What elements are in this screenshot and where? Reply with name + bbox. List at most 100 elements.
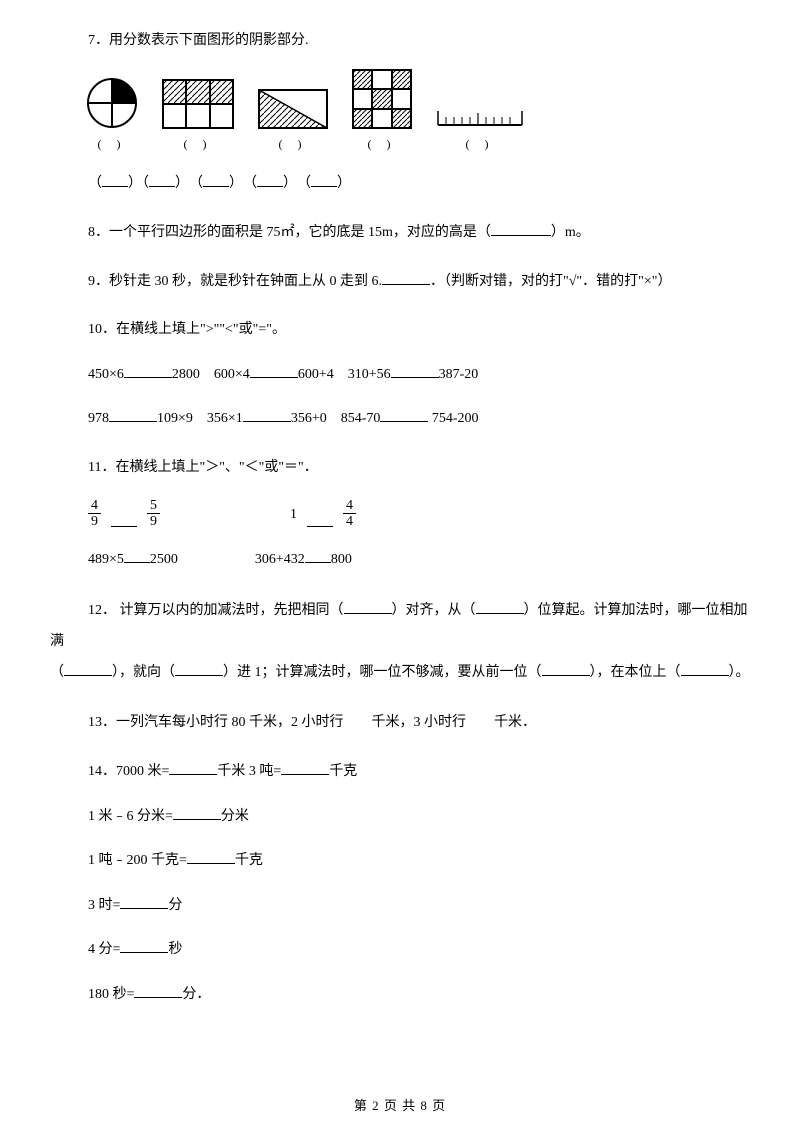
fig-circle-caption: ( ) — [86, 133, 138, 156]
q11-b3[interactable] — [124, 549, 150, 563]
q7-blank-4[interactable] — [257, 173, 283, 187]
q12-b5[interactable] — [542, 662, 590, 676]
fig-grid2-caption: ( ) — [352, 133, 412, 156]
q11-2b: 2500 — [150, 552, 178, 567]
q10-1b: 2800 — [172, 367, 200, 382]
q14-b5[interactable] — [134, 984, 182, 998]
q13-c: 千米． — [494, 715, 536, 730]
q7-blank-5[interactable] — [311, 173, 337, 187]
q12-b4[interactable] — [175, 662, 223, 676]
question-10: 10．在横线上填上">""<"或"="。 450×6 2800 600×4 600+… — [50, 317, 750, 433]
grid2-icon — [352, 69, 412, 129]
q10-2e: 854-70 — [341, 411, 381, 426]
ruler-icon — [436, 105, 524, 129]
fig-grid1: ( ) — [162, 79, 234, 156]
q11-one: 1 — [290, 502, 297, 529]
q10-b4[interactable] — [109, 408, 157, 422]
question-9: 9．秒针走 30 秒，就是秒针在钟面上从 0 走到 6. ．（判断对错，对的打"√… — [50, 269, 750, 296]
q12-b2[interactable] — [476, 600, 524, 614]
q10-1a: 450×6 — [88, 367, 124, 382]
q14-b4[interactable] — [120, 939, 168, 953]
q11-label: 11． — [88, 460, 115, 475]
q14-line-2: 1 吨﹣200 千克=千克 — [50, 848, 750, 875]
q14-b2[interactable] — [187, 850, 235, 864]
q12-p2a: （ — [50, 665, 64, 680]
q14-line-0: 14．7000 米= 千米 3 吨= 千克 — [50, 759, 750, 786]
q14-0-unit: 千米 3 吨= — [217, 764, 281, 779]
q10-line1: 450×62800 600×4600+4 310+56387-20 — [50, 362, 750, 389]
question-12: 12． 计算万以内的加减法时，先把相同（）对齐，从（）位算起。计算加法时，哪一位… — [50, 596, 750, 688]
q12-p2e: ）。 — [729, 665, 750, 680]
q14-0-pre: 7000 米= — [116, 764, 169, 779]
q8-label: 8． — [88, 225, 109, 240]
fig-ruler: ( ) — [436, 105, 524, 156]
q12-b3[interactable] — [64, 662, 112, 676]
q14-line-4: 4 分=秒 — [50, 937, 750, 964]
q14-b0[interactable] — [169, 761, 217, 775]
q7-blank-3[interactable] — [203, 173, 229, 187]
q14-0-unit2: 千克 — [329, 764, 357, 779]
q10-b1[interactable] — [124, 364, 172, 378]
q10-label: 10． — [88, 322, 116, 337]
question-13: 13．一列汽车每小时行 80 千米，2 小时行 千米，3 小时行 千米． — [50, 710, 750, 737]
question-14: 14．7000 米= 千米 3 吨= 千克 1 米﹣6 分米=分米 1 吨﹣200 … — [50, 759, 750, 1009]
q14-line-5: 180 秒=分． — [50, 982, 750, 1009]
q8-text-b: ）m。 — [551, 225, 590, 240]
q7-blank-2[interactable] — [149, 173, 175, 187]
q10-b3[interactable] — [391, 364, 439, 378]
q9-text-a: 秒针走 30 秒，就是秒针在钟面上从 0 走到 6. — [109, 274, 382, 289]
q10-1f: 387-20 — [439, 367, 479, 382]
q7-text: 用分数表示下面图形的阴影部分. — [109, 33, 309, 48]
q11-2a: 489×5 — [88, 552, 124, 567]
q10-1c: 600×4 — [214, 367, 250, 382]
question-8: 8．一个平行四边形的面积是 75㎡，它的底是 15m，对应的高是（ ）m。 — [50, 220, 750, 247]
q10-2d: 356+0 — [291, 411, 327, 426]
q7-figures: ( ) ( ) — [50, 69, 750, 156]
q7-title: 7．用分数表示下面图形的阴影部分. — [50, 28, 750, 55]
q11-title: 在横线上填上"＞"、"＜"或"＝"． — [115, 460, 317, 475]
frac-4-9: 49 — [88, 498, 101, 530]
q8-blank[interactable] — [491, 222, 551, 236]
q14-line-3: 3 时=分 — [50, 893, 750, 920]
q11-b1[interactable] — [111, 513, 137, 527]
fig-ruler-caption: ( ) — [436, 133, 524, 156]
q12-p2d: ），在本位上（ — [590, 665, 681, 680]
q12-b6[interactable] — [681, 662, 729, 676]
q14-b3[interactable] — [120, 895, 168, 909]
frac-5-9: 59 — [147, 498, 160, 530]
q14-label: 14． — [88, 764, 116, 779]
q9-label: 9． — [88, 274, 109, 289]
q14-b1[interactable] — [173, 806, 221, 820]
q11-line2: 489×52500 306+432800 — [50, 547, 750, 574]
grid1-icon — [162, 79, 234, 129]
q12-b1[interactable] — [344, 600, 392, 614]
page-footer: 第 2 页 共 8 页 — [0, 1095, 800, 1114]
q11-b4[interactable] — [305, 549, 331, 563]
q10-1d: 600+4 — [298, 367, 334, 382]
q11-line1: 49 59 1 44 — [50, 498, 750, 530]
q8-text-a: 一个平行四边形的面积是 75㎡，它的底是 15m，对应的高是（ — [109, 225, 491, 240]
q11-2d: 800 — [331, 552, 352, 567]
q10-title: 在横线上填上">""<"或"="。 — [116, 322, 286, 337]
q9-blank[interactable] — [382, 271, 430, 285]
q7-label: 7． — [88, 33, 109, 48]
q7-blank-1[interactable] — [102, 173, 128, 187]
q10-2a: 978 — [88, 411, 109, 426]
q14-3-pre: 3 时= — [88, 898, 120, 913]
q14-4-pre: 4 分= — [88, 942, 120, 957]
fig-triangle: ( ) — [258, 89, 328, 156]
q10-b6[interactable] — [380, 408, 428, 422]
fig-grid1-caption: ( ) — [162, 133, 234, 156]
q14-line-1: 1 米﹣6 分米=分米 — [50, 804, 750, 831]
q14-2-unit: 千克 — [235, 853, 263, 868]
q14-1-pre: 1 米﹣6 分米= — [88, 809, 173, 824]
q10-2c: 356×1 — [207, 411, 243, 426]
q10-2f: 754-200 — [428, 411, 478, 426]
q12-p2b: ），就向（ — [112, 665, 175, 680]
triangle-icon — [258, 89, 328, 129]
q14-b0b[interactable] — [281, 761, 329, 775]
q10-b2[interactable] — [250, 364, 298, 378]
q11-b2[interactable] — [307, 513, 333, 527]
q10-b5[interactable] — [243, 408, 291, 422]
q9-text-b: ．（判断对错，对的打"√"．错的打"×"） — [430, 274, 671, 289]
